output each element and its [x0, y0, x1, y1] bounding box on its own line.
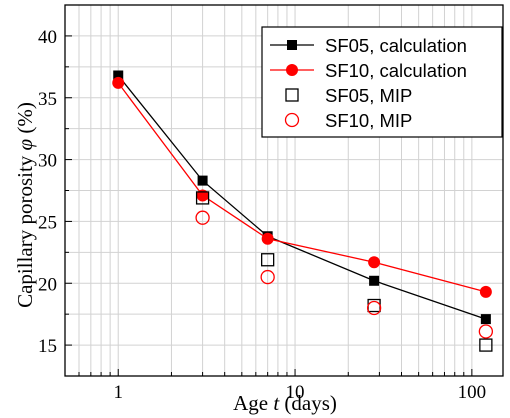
y-axis-label-suffix: (%) — [13, 102, 37, 139]
y-tick-label: 30 — [38, 151, 57, 172]
axis-ticks: 1 10 100 15 20 25 30 35 40 — [38, 27, 486, 403]
data-point — [479, 338, 493, 352]
data-point — [195, 210, 210, 225]
x-tick-label: 100 — [458, 382, 487, 403]
x-axis-label-symbol: t — [273, 391, 280, 415]
y-tick-label: 35 — [38, 89, 57, 110]
legend: SF05, calculation SF10, calculation SF05, … — [261, 26, 503, 138]
data-point — [478, 324, 494, 339]
data-point — [197, 175, 208, 186]
x-axis-label-suffix: (days) — [279, 391, 337, 415]
data-point — [112, 76, 125, 89]
y-axis-label-prefix: Capillary porosity — [13, 150, 37, 307]
data-point — [261, 232, 274, 245]
legend-marker — [284, 112, 300, 128]
series-4 — [195, 210, 494, 339]
y-axis-label: Capillary porosity φ (%) — [13, 102, 37, 308]
x-axis-label-prefix: Age — [233, 391, 273, 415]
data-point — [369, 275, 380, 286]
y-tick-label: 40 — [38, 27, 57, 48]
data-point — [479, 285, 492, 298]
data-point — [366, 300, 382, 316]
data-point — [196, 189, 209, 202]
data-series — [112, 70, 494, 352]
legend-marker — [285, 88, 299, 102]
legend-marker — [286, 64, 298, 76]
y-axis-label-symbol: φ — [13, 138, 37, 150]
data-point — [368, 256, 381, 269]
x-tick-label: 10 — [286, 382, 305, 403]
data-point — [261, 253, 275, 267]
legend-label: SF05, MIP — [325, 85, 412, 106]
data-point — [260, 269, 275, 285]
x-axis-label: Age t (days) — [233, 391, 337, 415]
data-point — [480, 314, 491, 325]
legend-marker — [287, 40, 297, 50]
legend-label: SF05, calculation — [325, 35, 467, 56]
y-tick-label: 15 — [38, 336, 57, 357]
data-point — [195, 191, 210, 205]
x-tick-label: 1 — [113, 382, 123, 403]
y-tick-label: 25 — [38, 212, 57, 233]
legend-label: SF10, calculation — [325, 60, 467, 81]
y-tick-label: 20 — [38, 274, 57, 295]
data-point — [113, 70, 124, 81]
series-3 — [195, 191, 493, 352]
legend-label: SF10, MIP — [325, 110, 412, 131]
